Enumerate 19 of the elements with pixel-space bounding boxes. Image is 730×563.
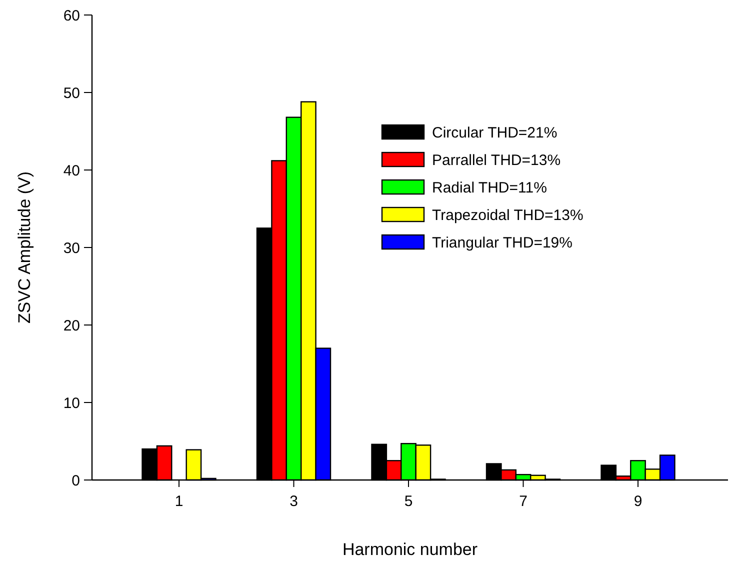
x-axis-title: Harmonic number bbox=[342, 540, 478, 559]
legend-label: Parrallel THD=13% bbox=[432, 152, 561, 169]
legend-label: Triangular THD=19% bbox=[432, 234, 572, 252]
x-tick-label: 9 bbox=[634, 493, 642, 510]
legend-label: Circular THD=21% bbox=[432, 124, 558, 142]
x-tick-label: 7 bbox=[519, 493, 528, 510]
y-tick-label: 40 bbox=[63, 162, 80, 180]
y-tick-label: 30 bbox=[63, 240, 80, 257]
y-axis-title: ZSVC Amplitude (V) bbox=[15, 171, 34, 324]
x-tick-label: 1 bbox=[174, 493, 184, 510]
legend-label: Trapezoidal THD=13% bbox=[432, 206, 584, 224]
x-tick-label: 3 bbox=[290, 493, 298, 510]
y-tick-label: 10 bbox=[63, 394, 80, 412]
y-tick-label: 60 bbox=[63, 7, 80, 24]
y-tick-label: 0 bbox=[72, 472, 80, 490]
legend-label: Radial THD=11% bbox=[432, 179, 547, 196]
y-tick-label: 50 bbox=[63, 84, 80, 102]
y-tick-label: 20 bbox=[63, 317, 80, 334]
x-tick-label: 5 bbox=[404, 493, 413, 510]
